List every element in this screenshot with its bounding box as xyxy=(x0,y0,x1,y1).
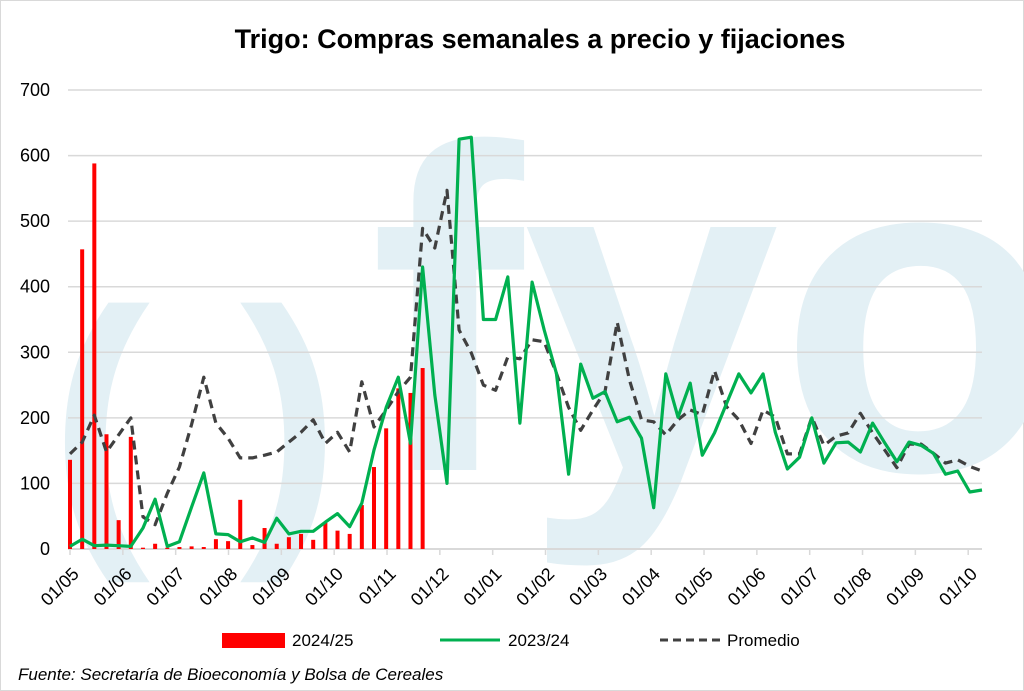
bar-2024-25 xyxy=(201,547,206,549)
bar-2024-25 xyxy=(153,543,158,549)
legend: 2024/25 2023/24 Promedio xyxy=(222,631,800,650)
x-tick-label: 01/11 xyxy=(355,564,400,609)
x-tick-label: 01/07 xyxy=(777,564,823,610)
bar-2024-25 xyxy=(140,547,145,549)
bar-2024-25 xyxy=(177,547,182,549)
gridlines xyxy=(68,89,982,550)
x-tick-label: 01/10 xyxy=(935,564,981,610)
bar-2024-25 xyxy=(359,505,364,549)
x-tick-label: 01/12 xyxy=(407,564,453,610)
x-tick-label: 01/05 xyxy=(671,564,717,610)
source-note: Fuente: Secretaría de Bioeconomía y Bols… xyxy=(18,665,444,684)
bar-2024-25 xyxy=(347,533,352,549)
series-2024-25-bars xyxy=(68,163,425,550)
bar-2024-25 xyxy=(372,467,376,549)
x-tick-label: 01/02 xyxy=(512,564,558,610)
y-tick-label: 200 xyxy=(20,408,50,428)
bar-2024-25 xyxy=(262,528,267,549)
bar-2024-25 xyxy=(226,541,231,549)
watermark-paren-open: ( xyxy=(50,248,153,586)
y-tick-label: 300 xyxy=(20,342,50,362)
line-2023-24 xyxy=(69,135,983,549)
bar-2024-25 xyxy=(250,545,255,549)
x-tick-label: 01/03 xyxy=(565,564,611,610)
y-tick-label: 0 xyxy=(40,539,50,559)
watermark-paren-close: ) xyxy=(240,248,340,586)
bar-2024-25 xyxy=(299,533,304,549)
legend-label-2024-25: 2024/25 xyxy=(292,631,353,650)
y-tick-label: 400 xyxy=(20,277,50,297)
y-tick-label: 700 xyxy=(20,80,50,100)
bar-2024-25 xyxy=(408,392,413,549)
bar-2024-25 xyxy=(116,520,121,549)
x-tick-label: 01/04 xyxy=(618,564,664,610)
x-tick-label: 01/09 xyxy=(882,564,928,610)
bar-2024-25 xyxy=(274,543,279,549)
bar-2024-25 xyxy=(384,428,389,549)
bar-2024-25 xyxy=(286,537,291,549)
bar-2024-25 xyxy=(189,546,194,549)
watermark-logo: fyo () xyxy=(50,55,1024,586)
bar-2024-25 xyxy=(80,249,85,550)
x-tick-label: 01/06 xyxy=(724,564,770,610)
x-tick-label: 01/08 xyxy=(829,564,875,610)
bar-2024-25 xyxy=(396,388,401,549)
y-axis-ticks: 0 100 200 300 400 500 600 700 xyxy=(20,80,50,559)
bar-2024-25 xyxy=(323,522,328,549)
x-tick-label: 01/08 xyxy=(195,564,241,610)
chart-title: Trigo: Compras semanales a precio y fija… xyxy=(235,24,846,54)
bar-2024-25 xyxy=(92,163,97,549)
bar-2024-25 xyxy=(238,499,243,549)
y-tick-label: 100 xyxy=(20,473,50,493)
bar-2024-25 xyxy=(104,434,109,549)
watermark-text: fyo xyxy=(370,55,1024,571)
x-tick-label: 01/01 xyxy=(460,564,506,610)
y-tick-label: 600 xyxy=(20,146,50,166)
series-lines xyxy=(68,135,983,549)
legend-label-2023-24: 2023/24 xyxy=(508,631,569,650)
bar-2024-25 xyxy=(165,547,170,549)
bar-2024-25 xyxy=(128,436,133,549)
legend-swatch-2024-25 xyxy=(222,633,285,648)
y-tick-label: 500 xyxy=(20,211,50,231)
bar-2024-25 xyxy=(420,368,425,549)
bar-2024-25 xyxy=(311,539,316,549)
bar-2024-25 xyxy=(213,539,218,549)
bar-2024-25 xyxy=(68,459,72,549)
legend-label-promedio: Promedio xyxy=(727,631,800,650)
bar-2024-25 xyxy=(335,530,340,549)
